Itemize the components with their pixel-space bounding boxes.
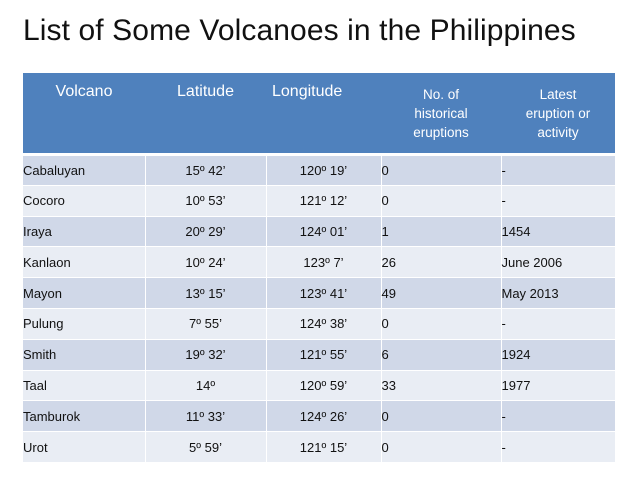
cell-volcano: Mayon	[23, 277, 146, 309]
cell-eruptions: 0	[381, 400, 502, 433]
header-latest-line3: activity	[537, 124, 579, 140]
cell-latitude: 19º 32’	[145, 339, 267, 371]
cell-eruptions: 26	[381, 246, 502, 279]
header-latitude: Latitude	[145, 73, 266, 156]
cell-latitude: 5º 59’	[145, 431, 267, 463]
cell-longitude: 121º 12’	[266, 185, 382, 217]
cell-latest: 1924	[501, 339, 616, 371]
cell-latitude: 11º 33’	[145, 400, 267, 433]
cell-volcano: Cabaluyan	[23, 154, 146, 186]
table-row: Urot 5º 59’ 121º 15’ 0 -	[23, 431, 616, 463]
cell-longitude: 123º 7’	[266, 246, 382, 279]
cell-eruptions: 0	[381, 185, 502, 217]
cell-longitude: 121º 15’	[266, 431, 382, 463]
cell-latest: May 2013	[501, 277, 616, 309]
cell-latest: -	[501, 400, 616, 433]
cell-eruptions: 0	[381, 431, 502, 463]
cell-longitude: 120º 19’	[266, 154, 382, 186]
table-row: Iraya 20º 29’ 124º 01’ 1 1454	[23, 216, 616, 248]
cell-volcano: Taal	[23, 370, 146, 402]
cell-eruptions: 49	[381, 277, 502, 309]
table-header-row: Volcano Latitude Longitude No. of histor…	[23, 73, 615, 156]
header-longitude: Longitude	[266, 73, 381, 156]
cell-longitude: 124º 38’	[266, 308, 382, 340]
table-row: Kanlaon 10º 24’ 123º 7’ 26 June 2006	[23, 246, 616, 279]
header-eruptions-line1: No. of	[422, 86, 460, 102]
volcano-table: Volcano Latitude Longitude No. of histor…	[23, 73, 616, 463]
cell-latest: -	[501, 308, 616, 340]
cell-volcano: Cocoro	[23, 185, 146, 217]
cell-longitude: 124º 01’	[266, 216, 382, 248]
header-eruptions: No. of historical eruptions	[381, 73, 501, 156]
cell-longitude: 123º 41’	[266, 277, 382, 309]
cell-volcano: Pulung	[23, 308, 146, 340]
cell-eruptions: 6	[381, 339, 502, 371]
cell-volcano: Kanlaon	[23, 246, 146, 279]
table-row: Taal 14º 120º 59’ 33 1977	[23, 370, 616, 402]
cell-volcano: Iraya	[23, 216, 146, 248]
cell-volcano: Tamburok	[23, 400, 146, 433]
cell-volcano: Urot	[23, 431, 146, 463]
table-row: Tamburok 11º 33’ 124º 26’ 0 -	[23, 400, 616, 433]
cell-longitude: 120º 59’	[266, 370, 382, 402]
cell-latest: 1454	[501, 216, 616, 248]
cell-eruptions: 33	[381, 370, 502, 402]
table-row: Cocoro 10º 53’ 121º 12’ 0 -	[23, 185, 616, 217]
cell-latitude: 10º 24’	[145, 246, 267, 279]
header-eruptions-line3: eruptions	[413, 124, 469, 140]
header-volcano: Volcano	[23, 73, 145, 156]
cell-longitude: 124º 26’	[266, 400, 382, 433]
cell-volcano: Smith	[23, 339, 146, 371]
header-latest: Latest eruption or activity	[501, 73, 615, 156]
table-row: Mayon 13º 15’ 123º 41’ 49 May 2013	[23, 277, 616, 309]
cell-eruptions: 0	[381, 154, 502, 186]
cell-latest: 1977	[501, 370, 616, 402]
cell-latitude: 20º 29’	[145, 216, 267, 248]
cell-eruptions: 0	[381, 308, 502, 340]
cell-latitude: 14º	[145, 370, 267, 402]
header-eruptions-line2: historical	[414, 105, 468, 121]
header-latest-line2: eruption or	[525, 105, 591, 121]
cell-latitude: 15º 42’	[145, 154, 267, 186]
cell-latitude: 13º 15’	[145, 277, 267, 309]
header-latest-line1: Latest	[539, 86, 577, 102]
cell-latest: -	[501, 431, 616, 463]
cell-latest: June 2006	[501, 246, 616, 279]
cell-latest: -	[501, 185, 616, 217]
table-row: Smith 19º 32’ 121º 55’ 6 1924	[23, 339, 616, 371]
cell-latitude: 10º 53’	[145, 185, 267, 217]
page-title: List of Some Volcanoes in the Philippine…	[23, 14, 576, 47]
cell-eruptions: 1	[381, 216, 502, 248]
table-row: Cabaluyan 15º 42’ 120º 19’ 0 -	[23, 154, 616, 186]
cell-longitude: 121º 55’	[266, 339, 382, 371]
cell-latitude: 7º 55’	[145, 308, 267, 340]
cell-latest: -	[501, 154, 616, 186]
table-row: Pulung 7º 55’ 124º 38’ 0 -	[23, 308, 616, 340]
